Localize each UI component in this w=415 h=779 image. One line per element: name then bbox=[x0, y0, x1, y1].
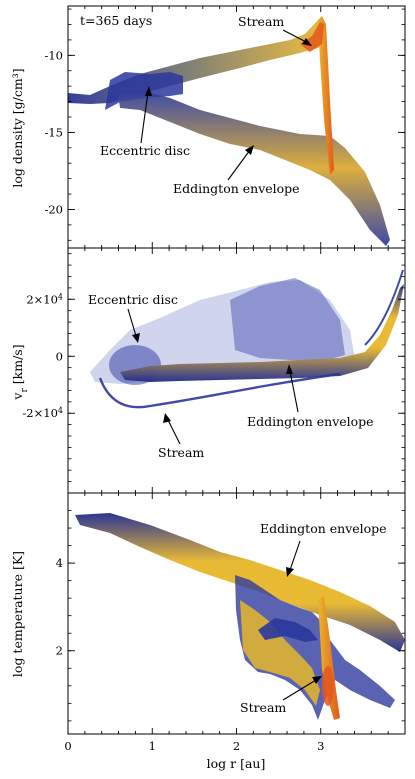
density-scatter-cloud bbox=[68, 16, 390, 246]
velocity-main-band bbox=[120, 284, 404, 382]
x-tick-label: 2 bbox=[233, 739, 240, 753]
velocity-panel: -2×104 0 2×104 vr [km/s] Eccentric disc Ed… bbox=[10, 247, 406, 494]
svg-text:Stream: Stream bbox=[158, 445, 204, 460]
temperature-cold-branch bbox=[258, 618, 318, 642]
density-time-label: t=365 days bbox=[80, 13, 152, 28]
svg-text:Eddington envelope: Eddington envelope bbox=[247, 414, 374, 429]
density-annotation-eccentric-disc: Eccentric disc bbox=[100, 86, 190, 158]
temperature-panel: 2 4 0 1 2 3 log temperature [K] log r [au] Ed… bbox=[10, 492, 406, 771]
y-tick-label: -2×104 bbox=[22, 406, 63, 421]
y-tick-label: 0 bbox=[56, 349, 63, 363]
density-panel: -20 -15 -10 t=365 days log density [g/cm³]… bbox=[10, 5, 406, 249]
velocity-annotation-eccentric-disc: Eccentric disc bbox=[88, 292, 178, 343]
y-tick-label: -20 bbox=[44, 202, 63, 216]
temperature-annotation-stream: Stream bbox=[240, 676, 322, 715]
temperature-scatter-cloud bbox=[75, 513, 405, 720]
shared-xlabel: log r [au] bbox=[207, 756, 266, 771]
x-tick-label: 1 bbox=[149, 739, 156, 753]
velocity-annotation-eddington: Eddington envelope bbox=[247, 364, 374, 429]
velocity-upper-tail bbox=[364, 269, 404, 346]
y-tick-label: 2 bbox=[56, 644, 63, 658]
velocity-ylabel: vr [km/s] bbox=[10, 344, 30, 400]
temperature-fan-inner bbox=[240, 600, 320, 706]
svg-text:Eddington envelope: Eddington envelope bbox=[260, 521, 387, 536]
y-tick-label: -10 bbox=[44, 48, 63, 62]
density-stream-spike bbox=[318, 16, 334, 175]
x-tick-label: 3 bbox=[317, 739, 324, 753]
temperature-stream-spike bbox=[318, 596, 340, 720]
velocity-scatter-cloud bbox=[90, 269, 404, 409]
temperature-ticks: 2 4 0 1 2 3 bbox=[56, 493, 406, 753]
svg-text:Eddington envelope: Eddington envelope bbox=[173, 181, 300, 196]
density-lower-band bbox=[118, 90, 390, 246]
density-annotation-eddington: Eddington envelope bbox=[173, 145, 300, 196]
density-annotation-stream: Stream bbox=[238, 14, 312, 46]
velocity-scatter-cluster bbox=[230, 278, 345, 362]
density-upper-band bbox=[68, 20, 325, 104]
svg-text:Eccentric disc: Eccentric disc bbox=[100, 143, 190, 158]
velocity-stream-arc bbox=[98, 372, 341, 409]
density-ylabel: log density [g/cm³] bbox=[10, 68, 25, 187]
svg-text:Eccentric disc: Eccentric disc bbox=[88, 292, 178, 307]
y-tick-label: -15 bbox=[44, 125, 63, 139]
y-tick-label: 4 bbox=[56, 556, 63, 570]
x-tick-label: 0 bbox=[64, 739, 71, 753]
velocity-annotation-stream: Stream bbox=[158, 413, 204, 460]
temperature-annotation-eddington: Eddington envelope bbox=[260, 521, 387, 577]
svg-text:Stream: Stream bbox=[238, 14, 284, 29]
temperature-ylabel: log temperature [K] bbox=[10, 551, 25, 677]
svg-text:Stream: Stream bbox=[240, 700, 286, 715]
density-ticks: -20 -15 -10 bbox=[44, 6, 406, 248]
y-tick-label: 2×104 bbox=[26, 292, 63, 307]
temperature-stream-hotspot bbox=[322, 666, 334, 706]
temperature-fan bbox=[235, 575, 395, 720]
